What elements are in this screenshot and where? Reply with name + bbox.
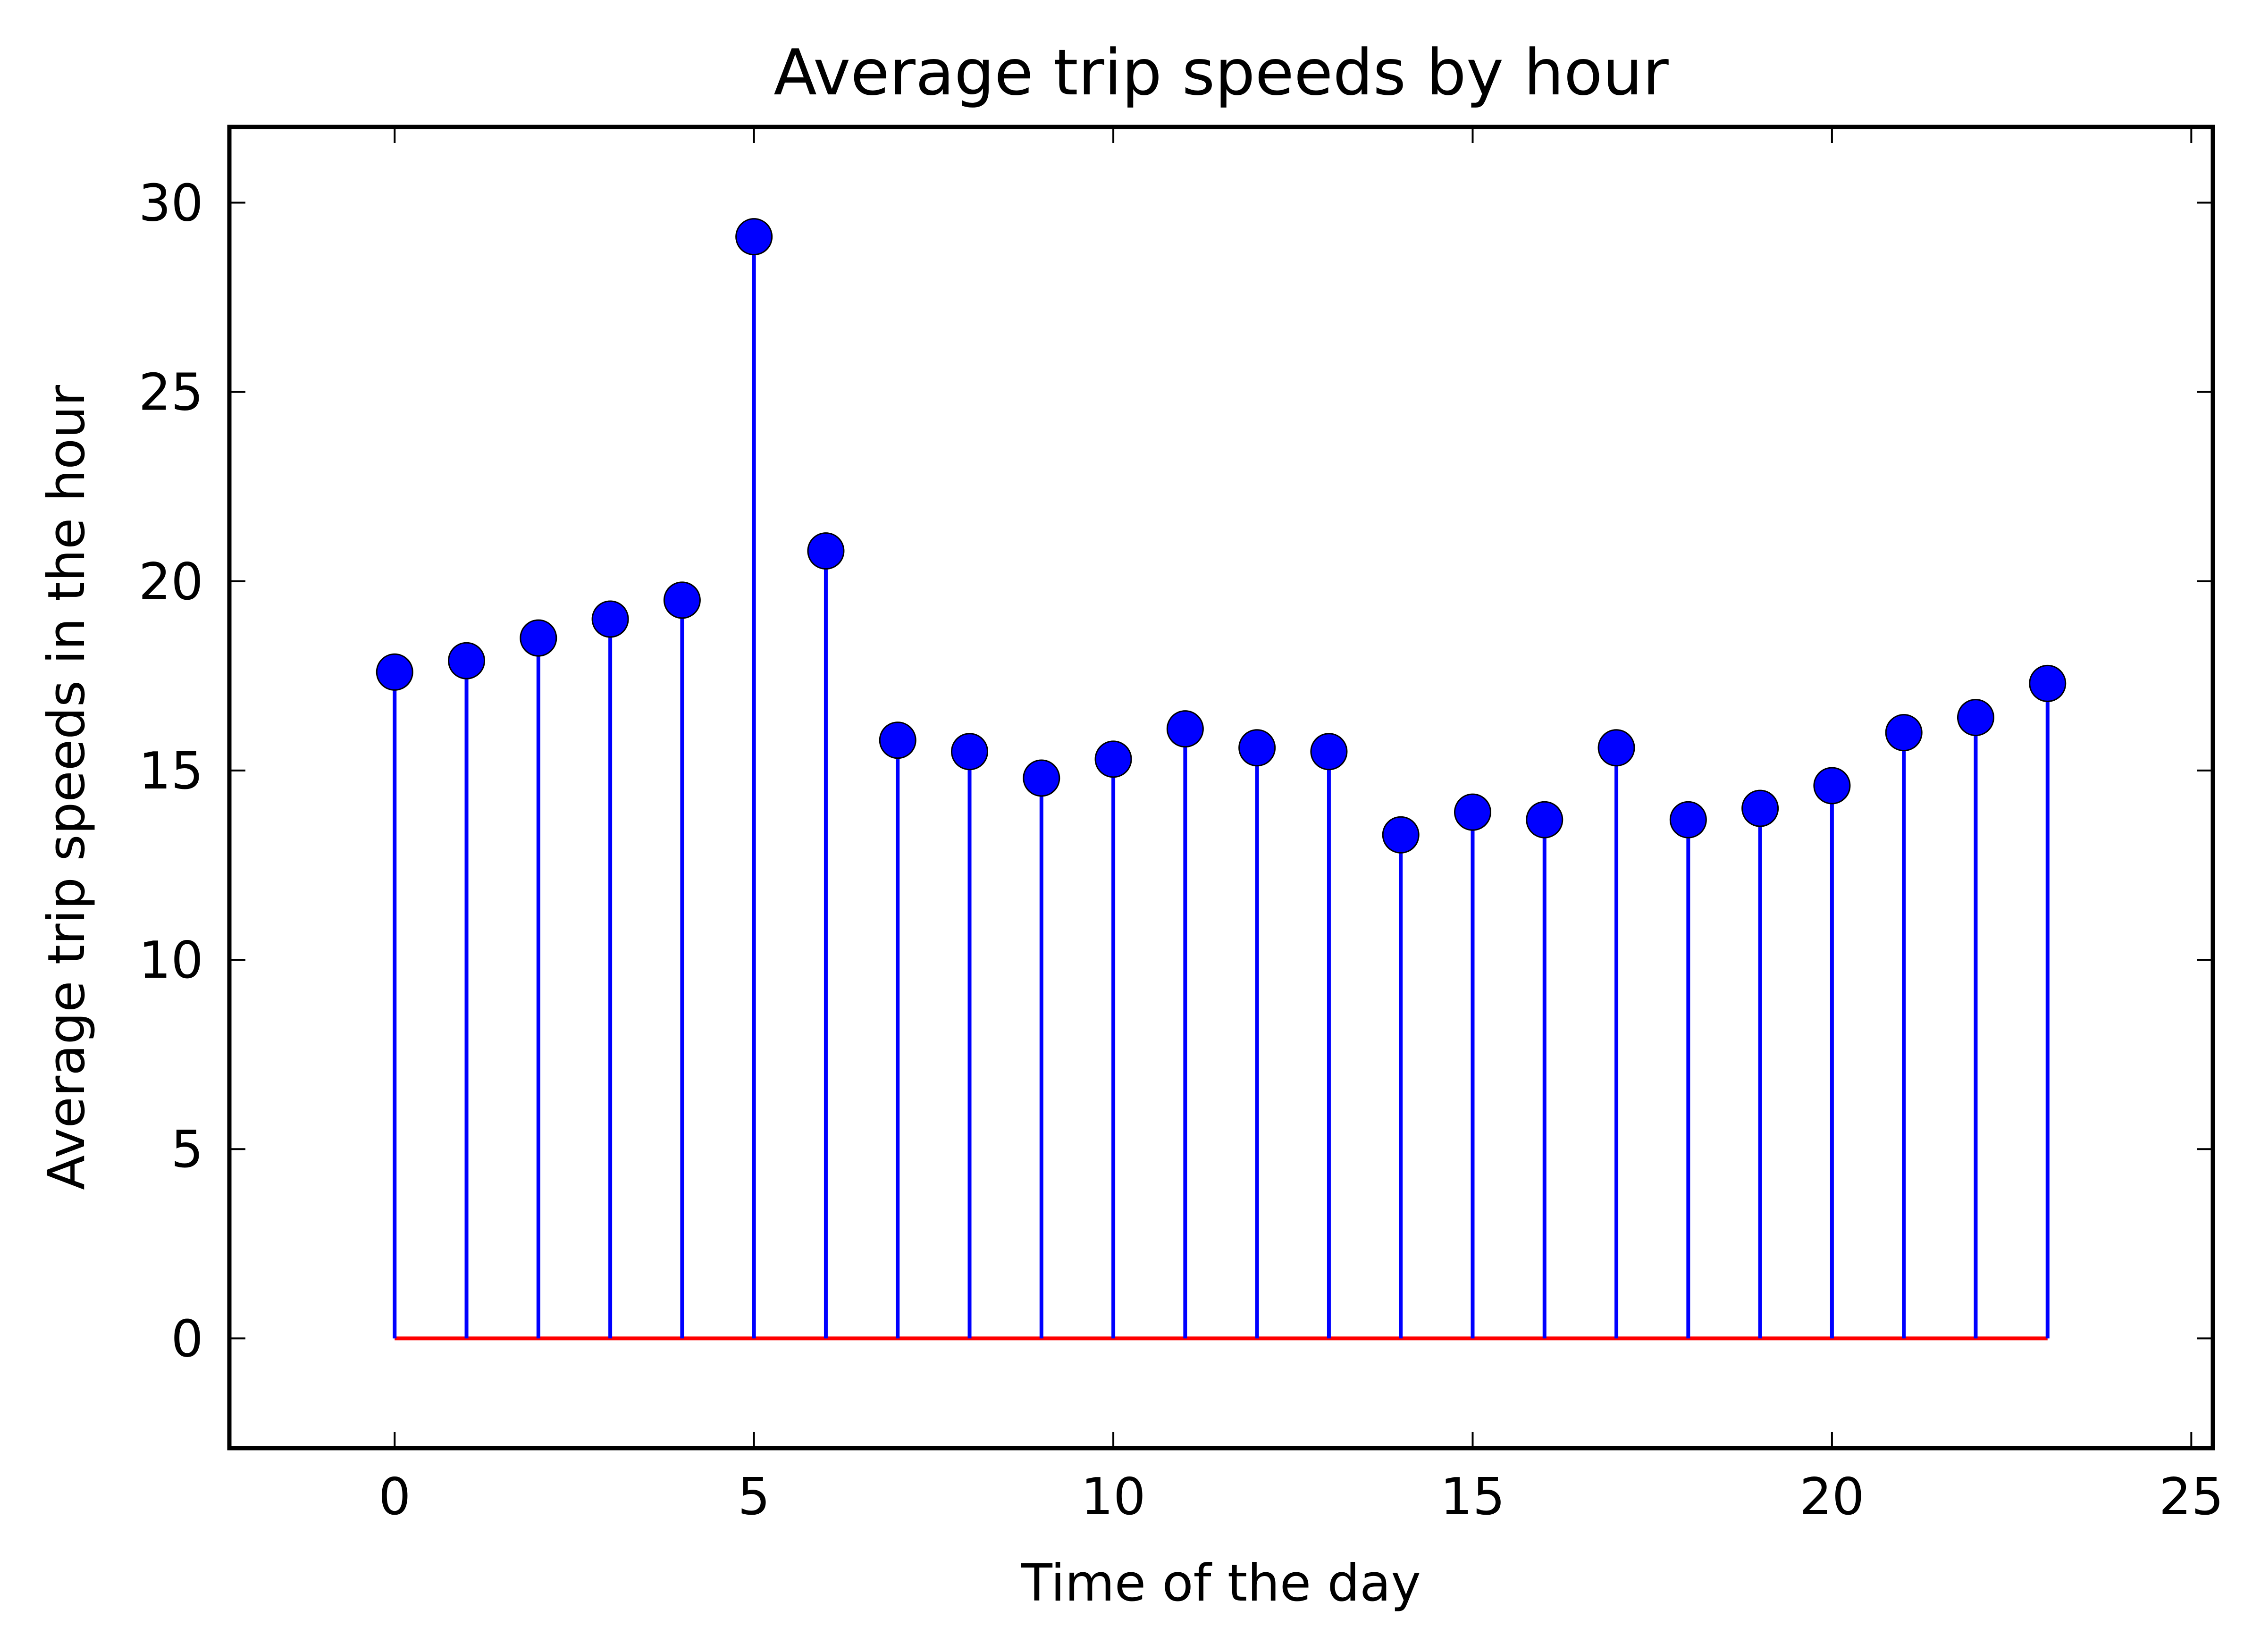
y-tick-label: 10: [139, 931, 203, 990]
data-point: [1885, 714, 1923, 752]
x-tick-label: 10: [1081, 1468, 1145, 1526]
data-point: [1454, 793, 1491, 831]
data-point: [807, 532, 845, 570]
data-point: [1023, 759, 1060, 797]
data-point: [1526, 801, 1563, 839]
chart-title: Average trip speeds by hour: [773, 36, 1669, 109]
data-point: [2029, 664, 2067, 702]
data-point: [376, 653, 413, 691]
y-axis-label: Average trip speeds in the hour: [37, 385, 96, 1190]
data-point: [1669, 801, 1707, 839]
data-point: [591, 600, 629, 638]
x-tick-label: 20: [1799, 1468, 1864, 1526]
data-point: [735, 218, 773, 256]
data-point: [1597, 729, 1635, 767]
data-point: [879, 721, 916, 759]
x-axis-label: Time of the day: [1021, 1554, 1421, 1613]
x-tick-label: 0: [378, 1468, 411, 1526]
y-tick-label: 20: [139, 553, 203, 612]
y-tick-label: 25: [139, 363, 203, 422]
x-tick-label: 25: [2159, 1468, 2224, 1526]
data-point: [1094, 740, 1132, 778]
data-point: [1382, 816, 1420, 854]
markers-group: [376, 218, 2067, 854]
data-point: [1813, 767, 1851, 805]
x-tick-label: 15: [1440, 1468, 1505, 1526]
plot-frame: [227, 125, 2215, 1451]
data-point: [1741, 789, 1779, 827]
y-tick-label: 5: [171, 1120, 203, 1179]
y-tick-label: 30: [139, 174, 203, 233]
axis-ticks: 0 5 10 15 20 25 0 5 10 15 20 25 30: [139, 127, 2224, 1526]
x-tick-label: 5: [738, 1468, 770, 1526]
data-point: [1310, 733, 1348, 771]
y-tick-label: 0: [171, 1309, 203, 1368]
data-point: [1166, 710, 1204, 748]
data-point: [1238, 729, 1276, 767]
data-point: [1957, 699, 1994, 737]
y-tick-label: 15: [139, 742, 203, 801]
stems-group: [393, 236, 2050, 1339]
data-point: [520, 619, 557, 657]
data-point: [951, 733, 989, 771]
data-point: [448, 642, 486, 679]
data-point: [663, 581, 701, 619]
